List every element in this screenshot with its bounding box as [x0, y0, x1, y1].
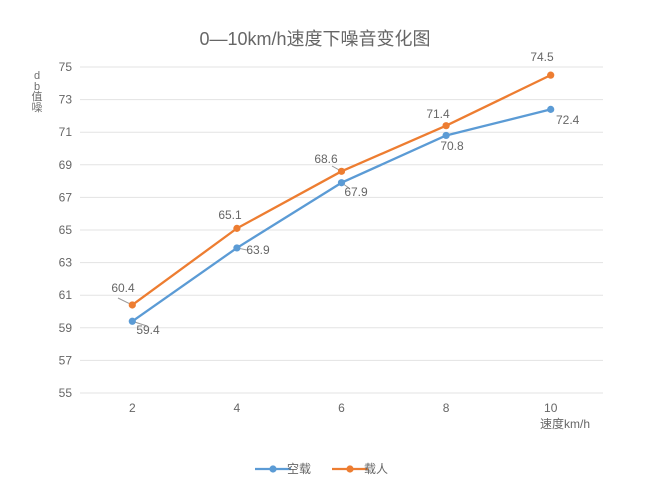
- svg-text:65.1: 65.1: [218, 208, 242, 222]
- svg-text:10: 10: [544, 401, 558, 415]
- svg-text:71: 71: [59, 125, 73, 139]
- svg-text:68.6: 68.6: [314, 152, 338, 166]
- svg-text:59: 59: [59, 321, 73, 335]
- svg-text:72.4: 72.4: [556, 113, 580, 127]
- svg-text:73: 73: [59, 93, 73, 107]
- svg-text:75: 75: [59, 60, 73, 74]
- svg-text:71.4: 71.4: [426, 107, 450, 121]
- svg-text:69: 69: [59, 158, 73, 172]
- svg-text:74.5: 74.5: [530, 50, 554, 64]
- svg-text:63.9: 63.9: [246, 243, 270, 257]
- svg-text:67: 67: [59, 190, 73, 204]
- svg-text:65: 65: [59, 223, 73, 237]
- svg-text:70.8: 70.8: [440, 139, 464, 153]
- svg-text:4: 4: [234, 401, 241, 415]
- svg-text:60.4: 60.4: [111, 281, 135, 295]
- svg-text:8: 8: [443, 401, 450, 415]
- svg-text:6: 6: [338, 401, 345, 415]
- svg-text:63: 63: [59, 256, 73, 270]
- svg-text:2: 2: [129, 401, 136, 415]
- svg-text:59.4: 59.4: [136, 323, 160, 337]
- svg-text:空载: 空载: [287, 462, 311, 476]
- svg-text:载人: 载人: [364, 462, 388, 476]
- svg-text:速度km/h: 速度km/h: [540, 416, 590, 431]
- svg-text:67.9: 67.9: [344, 185, 368, 199]
- svg-text:55: 55: [59, 386, 73, 400]
- svg-text:57: 57: [59, 353, 73, 367]
- svg-text:61: 61: [59, 288, 73, 302]
